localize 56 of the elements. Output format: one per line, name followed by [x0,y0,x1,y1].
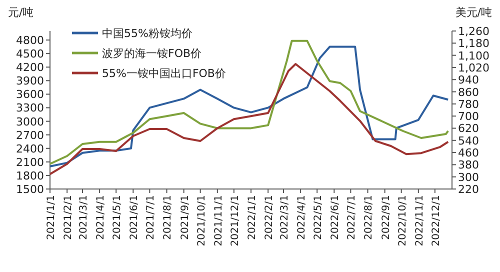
line-series [49,63,450,176]
y2-tick-label: 540 [458,134,479,148]
y-tick-label: 1500 [16,183,44,196]
y2-tick-label: 300 [458,170,479,184]
y2-tick-label: 380 [458,158,479,172]
x-tick-label: 2021/11/1 [213,195,224,246]
x-tick-label: 2022/3/1 [279,195,290,240]
x-tick-label: 2021/7/1 [146,195,157,240]
y2-tick-label: 780 [458,98,479,111]
y-tick-label: 4500 [16,48,44,61]
y-tick-label: 3900 [16,74,44,88]
y-tick-label: 2100 [16,156,44,169]
y-tick-label: 3300 [16,102,44,115]
y2-axis-title: 美元/吨 [455,6,492,19]
y-tick-label: 2400 [16,142,44,156]
y2-tick-label: 1,180 [458,37,490,50]
y2-tick-label: 1,260 [458,25,490,38]
y-tick-label: 1800 [16,169,44,182]
x-tick-label: 2021/1/1 [46,195,57,240]
y2-tick-label: 860 [458,86,479,99]
x-tick-label: 2021/5/1 [112,195,124,240]
x-tick-label: 2022/4/1 [296,195,308,240]
y2-tick-label: 940 [458,74,479,87]
y-tick-label: 2700 [16,128,44,142]
y-tick-label: 3000 [16,115,44,128]
x-tick-label: 2021/2/1 [63,195,74,240]
y2-tick-label: 700 [458,110,479,124]
x-tick-label: 2021/3/1 [78,195,90,240]
x-tick-label: 2022/11/1 [414,195,426,246]
y-tick-label: 4800 [16,34,44,48]
x-tick-label: 2021/9/1 [180,195,191,240]
x-tick-label: 2022/6/1 [330,195,342,240]
x-tick-label: 2022/9/1 [380,195,392,240]
x-tick-label: 2022/8/1 [364,195,375,240]
y-tick-label: 3600 [16,88,44,102]
x-tick-label: 2021/8/1 [162,195,174,240]
x-tick-label: 2022/2/1 [264,195,276,240]
legend-label: 55%一铵中国出口FOB价 [102,67,226,80]
y2-tick-label: 220 [458,183,479,196]
x-tick-label: 2021/10/1 [196,195,208,246]
y-tick-label: 4200 [16,61,44,74]
x-tick-label: 2021/12/1 [230,195,241,246]
x-tick-label: 2021/6/1 [129,195,140,240]
y2-tick-label: 1,020 [458,61,490,74]
x-tick-label: 2022/12/1 [430,195,442,246]
x-tick-label: 2022/10/1 [397,195,408,246]
x-tick-label: 2022/7/1 [346,195,358,240]
y2-tick-label: 620 [458,122,479,136]
x-tick-label: 2022/1/1 [247,195,258,240]
y-axis-title: 元/吨 [8,6,34,19]
legend-label: 波罗的海一铵FOB价 [102,47,202,60]
y2-tick-label: 460 [458,146,479,160]
y2-tick-label: 1,100 [458,49,490,62]
legend-label: 中国55%粉铵均价 [102,27,192,40]
x-tick-label: 2022/5/1 [313,195,324,240]
x-tick-label: 2021/4/1 [96,195,107,240]
